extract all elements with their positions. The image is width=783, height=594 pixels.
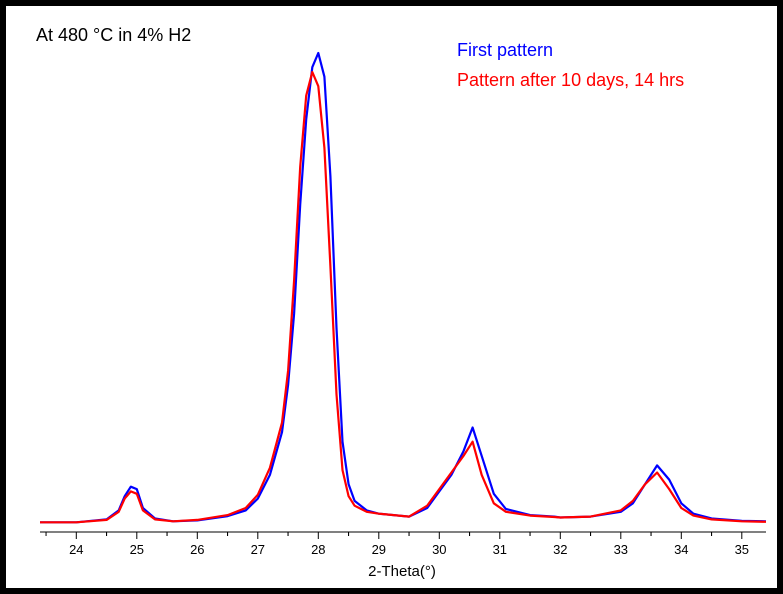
chart-annotation: At 480 °C in 4% H2 <box>36 25 191 45</box>
x-tick-label-35: 35 <box>735 542 749 557</box>
plot-background <box>6 6 777 588</box>
x-tick-label-31: 31 <box>493 542 507 557</box>
x-tick-label-33: 33 <box>614 542 628 557</box>
series-line-1 <box>40 70 767 524</box>
x-tick-label-27: 27 <box>251 542 265 557</box>
xrd-chart: At 480 °C in 4% H2 First pattern Pattern… <box>6 6 777 588</box>
legend-entry-first-pattern: First pattern <box>457 40 553 60</box>
x-tick-label-28: 28 <box>311 542 325 557</box>
x-tick-label-26: 26 <box>190 542 204 557</box>
x-tick-label-29: 29 <box>372 542 386 557</box>
x-axis-ticks: 24 25 26 27 28 29 30 31 32 33 34 35 <box>45 532 749 557</box>
x-tick-label-34: 34 <box>674 542 688 557</box>
x-axis-label: 2-Theta(°) <box>368 563 436 580</box>
series-lines <box>40 51 767 524</box>
x-tick-label-30: 30 <box>432 542 446 557</box>
legend-entry-pattern-after: Pattern after 10 days, 14 hrs <box>457 70 684 90</box>
x-tick-label-25: 25 <box>130 542 144 557</box>
x-tick-label-32: 32 <box>553 542 567 557</box>
x-tick-label-24: 24 <box>69 542 83 557</box>
legend: First pattern Pattern after 10 days, 14 … <box>457 40 684 90</box>
